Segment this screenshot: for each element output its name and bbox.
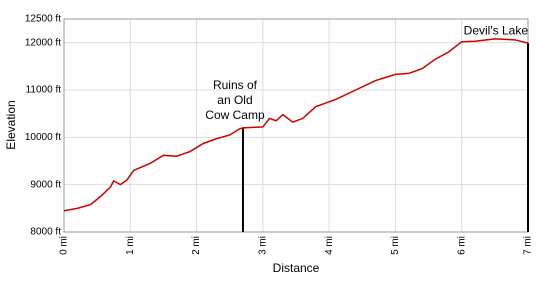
- x-tick-label: 5 mi: [390, 236, 401, 255]
- y-tick-label: 8000 ft: [30, 227, 61, 238]
- y-tick-label: 11000 ft: [26, 85, 62, 96]
- annotation: an Old: [217, 93, 252, 107]
- x-tick-label: 2 mi: [191, 236, 202, 255]
- x-tick-label: 4 mi: [324, 236, 335, 255]
- x-tick-label: 7 mi: [523, 236, 534, 255]
- y-axis-label: Elevation: [4, 100, 18, 149]
- y-tick-label: 9000 ft: [30, 179, 61, 190]
- annotation: Ruins of: [213, 78, 258, 92]
- y-tick-label: 10000 ft: [25, 132, 61, 143]
- x-tick-label: 3 mi: [257, 236, 268, 255]
- x-tick-label: 1 mi: [125, 236, 136, 255]
- y-tick-label: 12500 ft: [25, 14, 61, 25]
- x-tick-label: 0 mi: [59, 236, 70, 255]
- annotation: Cow Camp: [205, 108, 265, 122]
- x-axis-label: Distance: [273, 261, 320, 275]
- x-tick-label: 6 mi: [456, 236, 467, 255]
- elevation-line: [63, 38, 529, 212]
- y-tick-label: 12000 ft: [25, 37, 61, 48]
- annotation: Devil's Lake: [464, 23, 529, 37]
